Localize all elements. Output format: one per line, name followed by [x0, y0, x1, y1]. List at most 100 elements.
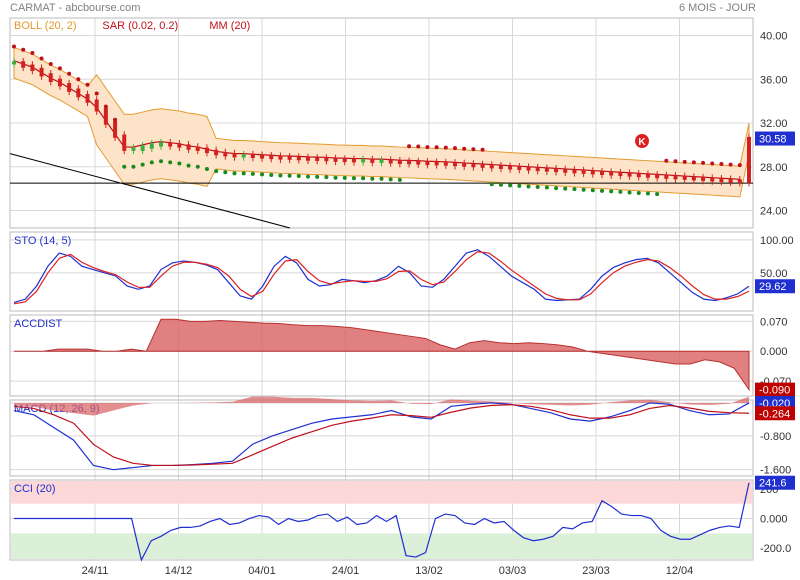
- candle: [636, 173, 641, 178]
- candle: [664, 174, 669, 179]
- legend-item: MM (20): [209, 20, 250, 32]
- candle: [737, 179, 742, 184]
- sar-dot: [39, 56, 44, 61]
- sar-dot: [186, 163, 191, 168]
- sar-dot: [306, 174, 310, 179]
- legend-item: SAR (0.02, 0.2): [102, 20, 178, 32]
- x-tick-label: 03/03: [499, 565, 527, 577]
- sar-dot: [195, 164, 200, 169]
- x-tick-label: 13/02: [415, 565, 443, 577]
- panel-frame: [9, 17, 754, 229]
- sar-dot: [76, 77, 81, 82]
- candle: [682, 176, 687, 180]
- sar-dot: [94, 91, 99, 96]
- candle: [508, 165, 513, 170]
- candle: [370, 159, 375, 163]
- candle: [260, 154, 265, 159]
- candle: [159, 142, 163, 147]
- candle: [333, 158, 338, 162]
- candle: [195, 146, 200, 151]
- macd-histogram: [14, 396, 749, 416]
- candle: [710, 177, 715, 182]
- sar-dot: [489, 182, 494, 187]
- candle: [673, 175, 678, 180]
- cci-overbought-zone: [11, 481, 752, 504]
- candle: [434, 161, 439, 166]
- candle: [85, 94, 90, 103]
- sar-dot: [397, 177, 402, 182]
- sar-dot: [296, 174, 301, 179]
- sar-dot: [645, 191, 650, 196]
- sar-dot: [572, 187, 577, 192]
- y-tick-label: 32.00: [760, 118, 788, 130]
- candle: [691, 176, 696, 181]
- candle: [296, 156, 301, 161]
- y-tick-label: 100.00: [760, 235, 794, 247]
- x-tick-label: 23/03: [582, 565, 610, 577]
- last-price-label: 30.58: [759, 134, 787, 146]
- candle: [590, 170, 595, 175]
- sar-dot: [57, 66, 62, 71]
- cci-value-tag: [755, 475, 795, 490]
- candle: [250, 154, 255, 158]
- sar-dot: [324, 175, 329, 180]
- candle: [416, 160, 421, 165]
- grid-layer: [10, 18, 753, 560]
- cci-line: [14, 482, 750, 562]
- candle: [214, 149, 219, 156]
- sar-dot: [471, 147, 476, 152]
- x-tick-label: 24/01: [332, 565, 360, 577]
- sar-dot: [269, 172, 274, 177]
- sar-dot: [223, 170, 228, 175]
- candle: [315, 157, 320, 161]
- signal-value-label: -0.264: [759, 408, 790, 420]
- candle: [471, 163, 476, 168]
- signal-value-tag: [755, 406, 795, 421]
- sar-dot: [480, 147, 485, 152]
- sar-dot: [627, 190, 632, 195]
- candle: [645, 173, 650, 178]
- candle: [76, 88, 81, 98]
- candle: [655, 174, 660, 179]
- sar-dot: [113, 117, 118, 122]
- candle: [609, 171, 614, 176]
- candle: [535, 167, 540, 172]
- candle: [149, 143, 154, 149]
- sar-dot: [214, 169, 219, 174]
- candle: [94, 99, 99, 112]
- candle: [269, 155, 274, 160]
- sar-dot: [526, 184, 531, 189]
- candle: [397, 160, 402, 165]
- sar-dot: [333, 175, 338, 180]
- y-tick-label: 0.070: [760, 316, 788, 328]
- candle: [526, 166, 531, 171]
- y-tick-label: -1.600: [760, 465, 791, 477]
- panel-frame: [9, 399, 754, 477]
- candle: [453, 162, 457, 167]
- y-tick-label: 50.00: [760, 268, 788, 280]
- candle: [480, 164, 485, 168]
- sar-dot: [416, 144, 421, 149]
- x-tick-label: 14/12: [165, 565, 193, 577]
- panel-frame: [9, 231, 754, 312]
- candle: [48, 73, 53, 82]
- sar-dot: [149, 160, 154, 165]
- x-tick-label: 04/01: [248, 565, 276, 577]
- sar-dot: [517, 183, 522, 188]
- y-tick-label: 36.00: [760, 74, 788, 86]
- sar-dot: [655, 192, 660, 197]
- candle: [223, 151, 228, 157]
- candle: [600, 171, 604, 175]
- sar-dot: [204, 166, 209, 171]
- y-tick-label: 40.00: [760, 31, 788, 43]
- candle: [131, 147, 136, 151]
- sar-dot: [315, 174, 320, 179]
- candle: [361, 159, 366, 163]
- candle: [351, 158, 356, 163]
- sar-dot: [498, 182, 503, 187]
- marker-k-label: K: [638, 137, 646, 148]
- sar-dot: [177, 161, 182, 166]
- sar-dot: [737, 163, 742, 168]
- sar-dot: [508, 183, 513, 188]
